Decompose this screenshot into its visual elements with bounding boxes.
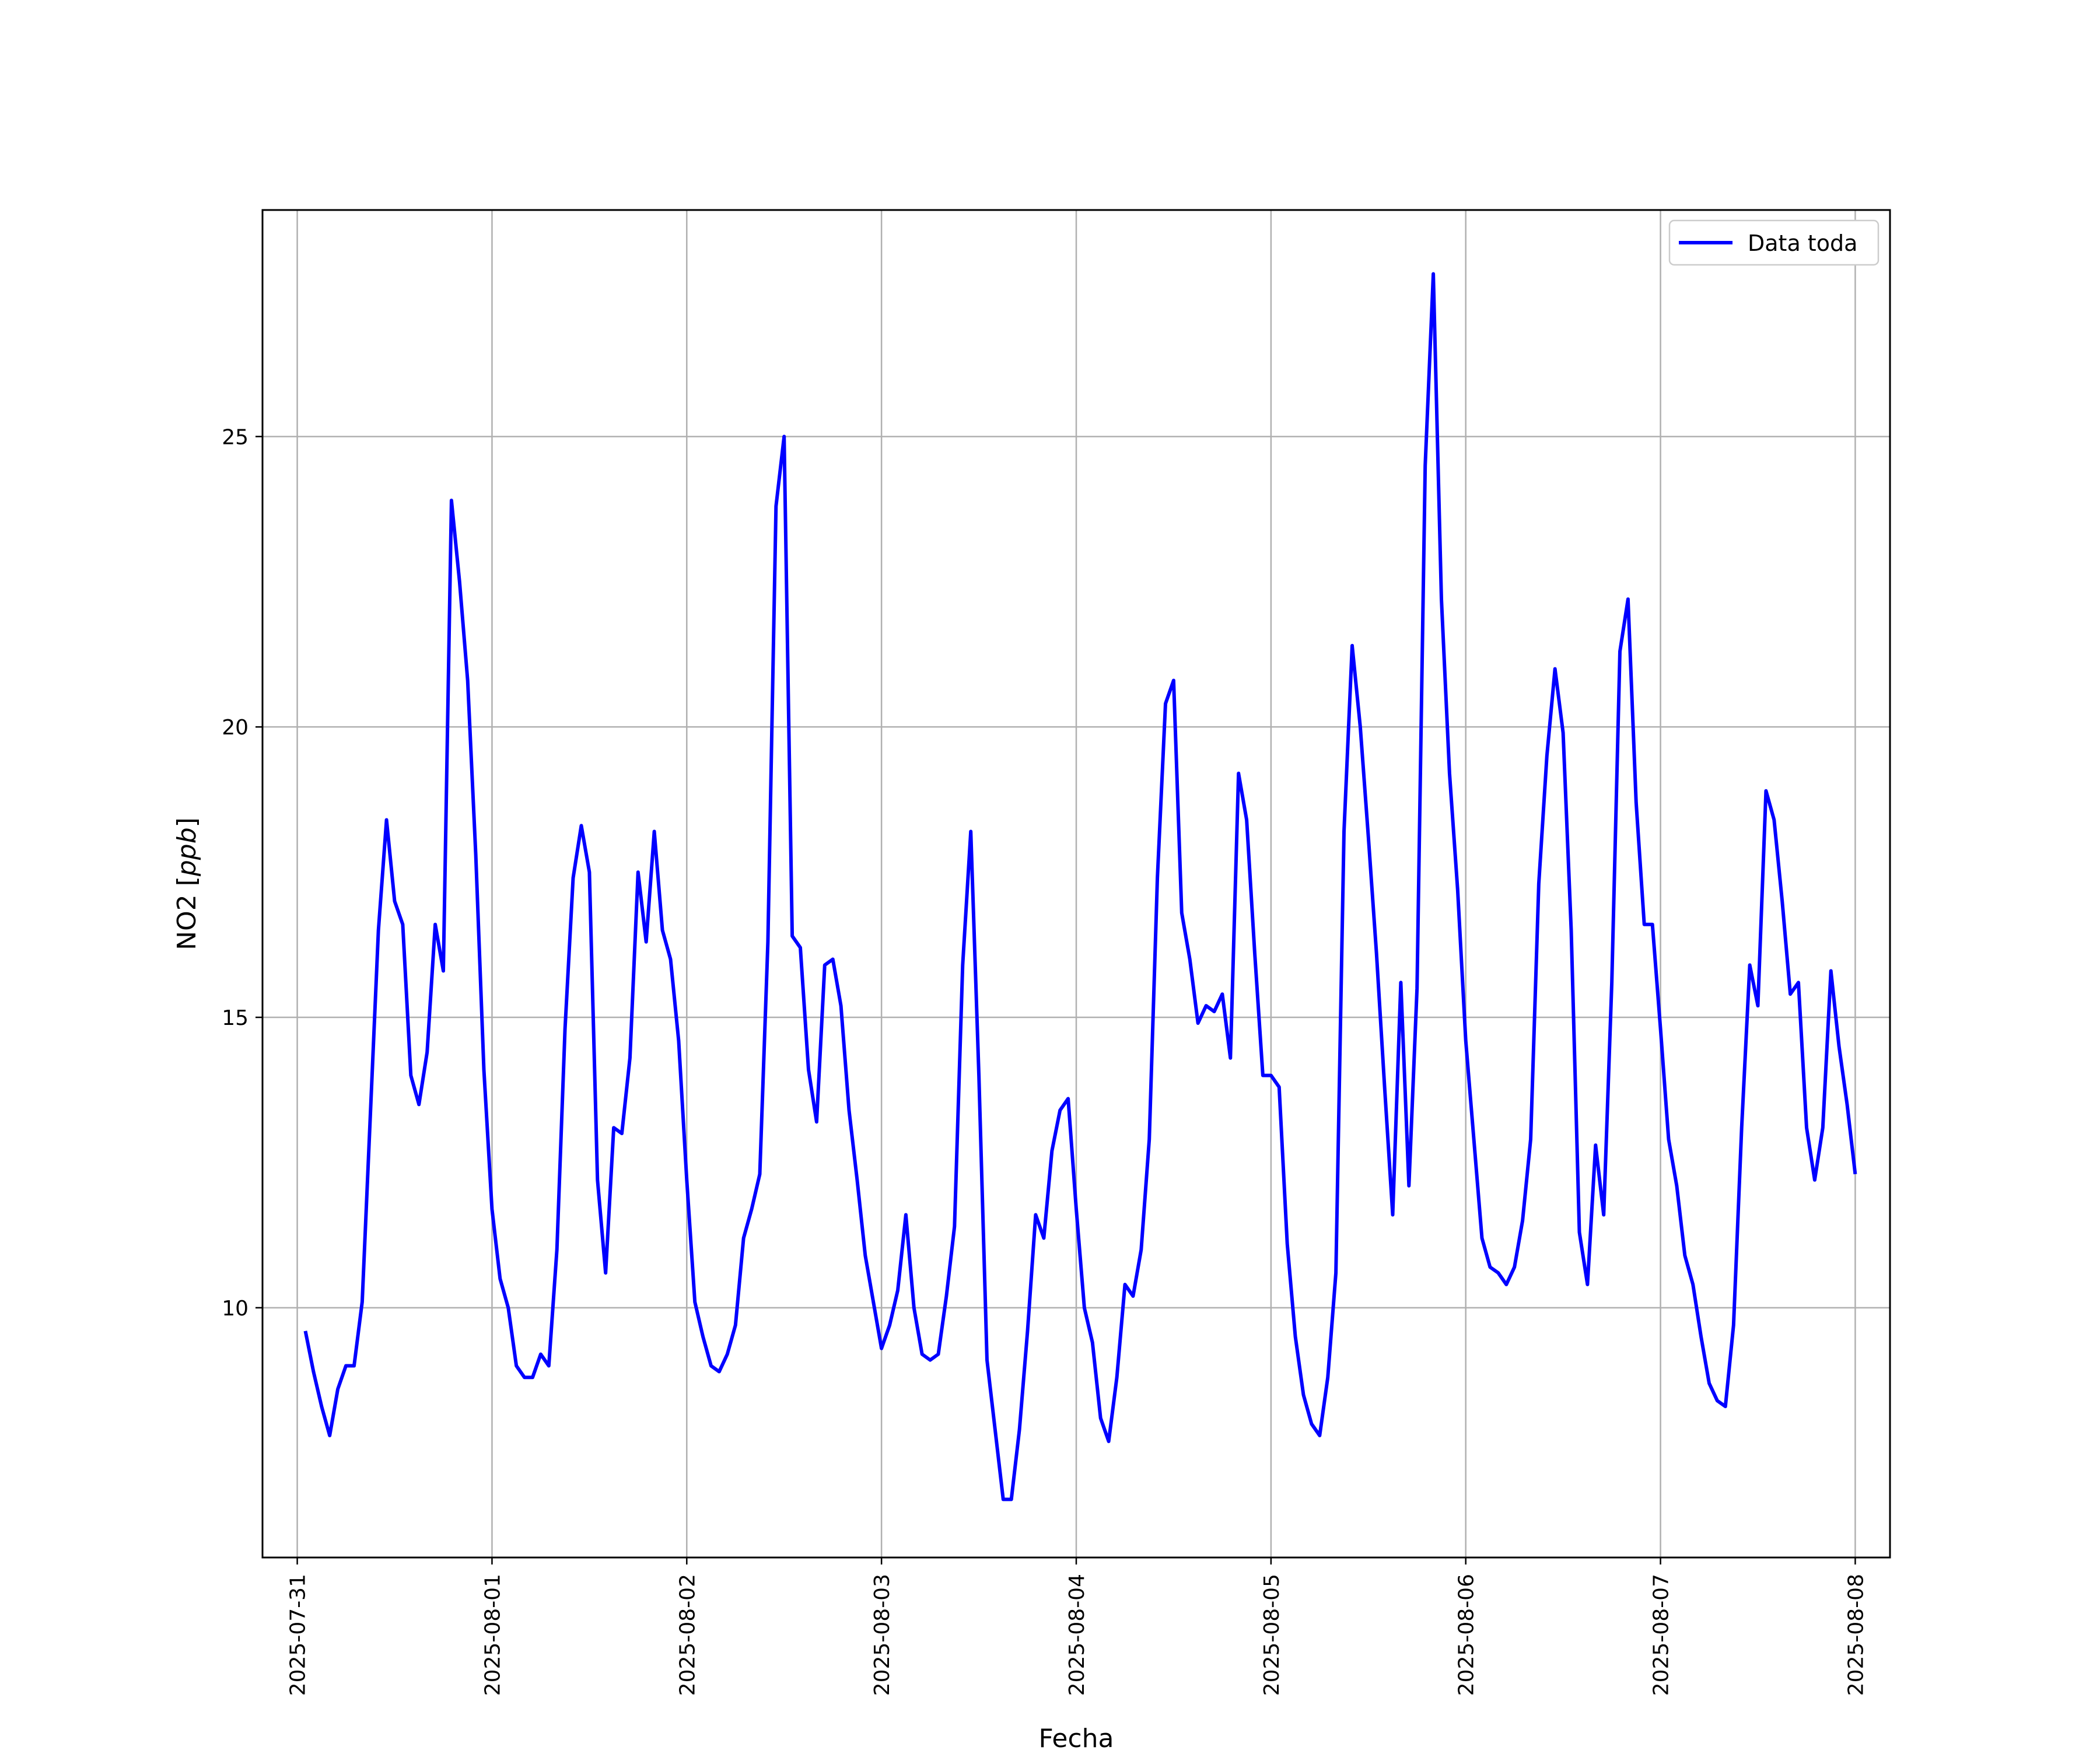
x-axis-label: Fecha — [1038, 1724, 1114, 1750]
series-layer — [303, 272, 1857, 1502]
x-gridlines — [296, 210, 1856, 1558]
x-tick-label: 2025-08-01 — [481, 1574, 505, 1696]
x-tick-label: 2025-08-02 — [676, 1574, 699, 1696]
y-tick-label: 15 — [222, 1006, 249, 1030]
x-tick-label: 2025-08-06 — [1455, 1574, 1479, 1696]
x-axis-ticks: 2025-07-31 2025-08-01 2025-08-02 2025-08-03… — [286, 1558, 1868, 1696]
x-tick-label: 2025-08-07 — [1650, 1574, 1674, 1696]
y-tick-label: 10 — [222, 1297, 249, 1321]
y-axis-label: NO2 [ppb] — [172, 817, 202, 950]
y-tick-label: 20 — [222, 716, 249, 740]
x-tick-label: 2025-08-04 — [1065, 1574, 1089, 1696]
y-tick-label: 25 — [222, 425, 249, 449]
x-tick-label: 2025-08-03 — [870, 1574, 894, 1696]
legend-box — [1668, 219, 1880, 266]
y-axis-ticks: 10 15 20 25 — [222, 425, 262, 1321]
x-tick-label: 2025-08-05 — [1260, 1574, 1284, 1696]
legend-label-data-toda: Data toda — [1748, 230, 1857, 256]
x-tick-label: 2025-07-31 — [286, 1574, 310, 1696]
x-tick-label: 2025-08-08 — [1844, 1574, 1868, 1696]
legend: Data toda — [1668, 219, 1880, 266]
series-line-data-toda — [303, 272, 1857, 1502]
